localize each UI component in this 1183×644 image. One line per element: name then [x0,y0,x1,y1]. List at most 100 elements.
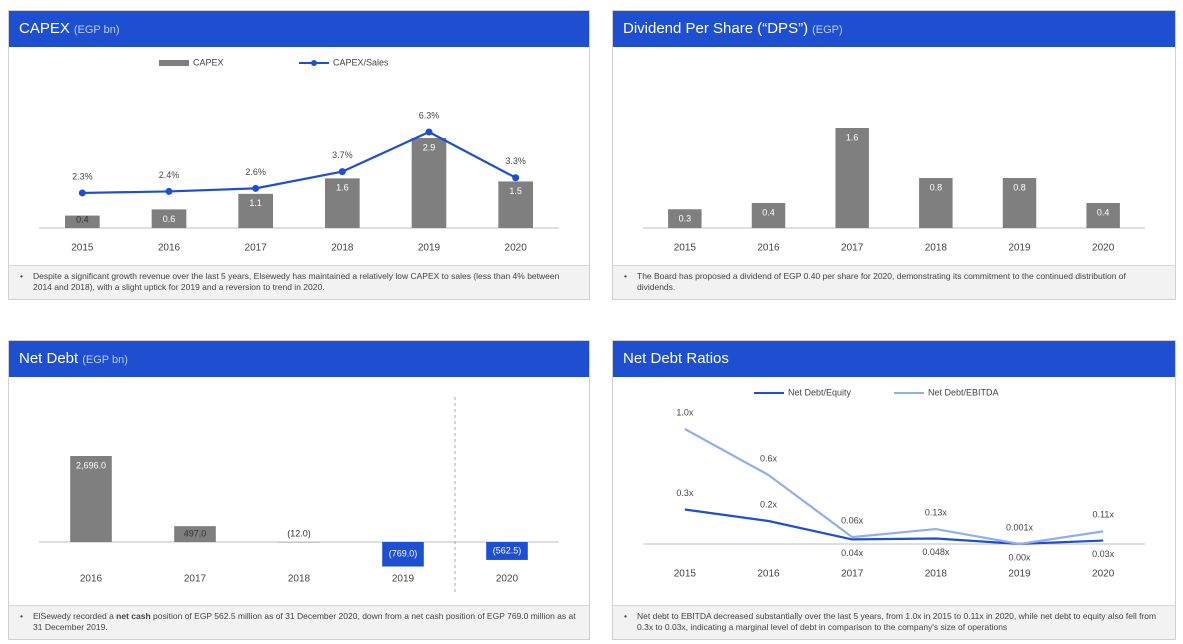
chart-panel: Dividend Per Share (“DPS”) (EGP) 2015 2016 2… [612,10,1176,300]
data-label: 1.6 [846,132,859,142]
legend-marker [311,60,317,66]
chart: 2015 2016 2017 2018 2019 2020 0.3 0.4 1.6 0.8 0.8 0… [643,128,1145,254]
bar [919,178,953,228]
x-tick-label: 2015 [674,243,697,254]
data-label: 0.03x [1092,549,1115,559]
chart-panel: Net Debt Ratios 2015 2016 2017 2018 2019 2020 N… [612,340,1176,640]
data-label: (562.5) [493,545,522,555]
data-label: 1.1 [249,198,262,208]
marker [338,168,346,176]
bar [1086,203,1120,228]
x-tick-label: 2017 [841,243,864,254]
note-text: ElSewedy recorded a [33,611,117,621]
data-label: 6.3% [419,110,440,120]
data-label: (769.0) [389,549,418,559]
panel-header: Net Debt Ratios [613,341,1175,377]
x-tick-label: 2016 [158,243,181,254]
data-label: 1.0x [676,407,694,417]
x-tick-label: 2020 [1092,243,1115,254]
note: Net debt to EBITDA decreased substantial… [613,605,1175,639]
bar [174,526,216,542]
x-tick-label: 2018 [925,569,948,580]
data-label: 2.3% [72,171,93,181]
data-label: 0.3 [679,214,692,224]
panel-header: CAPEX (EGP bn) [9,11,589,47]
line [684,428,1104,546]
data-label: 2,696.0 [76,460,106,470]
chart-title: CAPEX [19,20,70,37]
x-tick-label: 2020 [496,574,519,585]
x-tick-label: 2018 [288,574,311,585]
chart-panel: Net Debt (EGP bn) 2016 2017 2018 2019 2020 2,69… [8,340,590,640]
bar [70,456,112,542]
marker [252,184,260,192]
data-label: 0.00x [1008,552,1031,562]
x-tick-label: 2017 [184,574,207,585]
x-tick-label: 2020 [505,243,528,254]
marker [165,187,173,195]
legend-swatch [159,60,189,66]
x-tick-label: 2017 [245,243,268,254]
chart-subtitle: (EGP) [812,24,843,36]
x-tick-label: 2015 [674,569,697,580]
panel-header: Net Debt (EGP bn) [9,341,589,377]
x-tick-label: 2019 [418,243,441,254]
note: The Board has proposed a dividend of EGP… [613,265,1175,299]
chart: 2016 2017 2018 2019 2020 2,696.0 497.0 (12.0) (7… [39,397,559,595]
data-label: 0.11x [1092,510,1114,520]
x-tick-label: 2015 [71,243,94,254]
note-text: net cash [116,611,151,621]
note: Despite a significant growth revenue ove… [9,265,589,299]
bar [151,209,187,228]
data-label: 0.6x [760,453,778,463]
marker [512,174,520,182]
x-tick-label: 2018 [331,243,354,254]
marker [425,128,433,136]
data-label: 0.4 [76,214,89,224]
data-label: 0.3x [676,488,694,498]
chart-subtitle: (EGP bn) [82,354,128,366]
bar [1002,178,1037,228]
legend-label: Net Debt/Equity [788,387,852,397]
legend-label: Net Debt/EBITDA [928,387,999,397]
data-label: 497.0 [184,528,207,538]
x-tick-label: 2016 [757,243,780,254]
chart: 2015 2016 2017 2018 2019 2020 Net Debt/Equity N… [643,387,1145,580]
x-tick-label: 2016 [757,569,780,580]
data-label: 3.7% [332,150,353,160]
bar [411,138,447,228]
data-label: 2.4% [159,170,180,180]
bar [325,178,360,228]
bar [751,203,786,228]
legend-label: CAPEX/Sales [333,57,389,67]
bar [498,181,533,228]
x-tick-label: 2019 [1008,243,1031,254]
line [684,508,1104,545]
bar [835,128,869,228]
x-tick-label: 2019 [1008,569,1031,580]
bar [238,193,273,228]
bar [382,542,424,567]
chart-title: Dividend Per Share (“DPS”) [623,20,809,37]
data-label: 0.8 [930,182,943,192]
data-label: (12.0) [287,528,311,538]
chart-panel: CAPEX (EGP bn) 2015 2016 2017 2018 2019 2020 CAP… [8,10,590,300]
data-label: 0.001x [1006,522,1034,532]
x-tick-label: 2017 [841,569,864,580]
panel-header: Dividend Per Share (“DPS”) (EGP) [613,11,1175,47]
chart-title: Net Debt [19,350,79,367]
data-label: 2.9 [423,142,436,152]
note: ElSewedy recorded a net cash position of… [9,605,589,639]
data-label: 0.04x [841,548,864,558]
x-tick-label: 2016 [80,574,103,585]
chart: 2015 2016 2017 2018 2019 2020 CAPEX CAPEX/Sales… [39,57,559,254]
data-label: 0.06x [841,515,864,525]
bar [65,215,100,228]
data-label: 0.6 [163,214,176,224]
data-label: 0.048x [922,547,950,557]
chart-title: Net Debt Ratios [623,350,729,367]
data-label: 0.8 [1013,182,1026,192]
legend-label: CAPEX [193,57,224,67]
data-label: 2.6% [245,167,266,177]
